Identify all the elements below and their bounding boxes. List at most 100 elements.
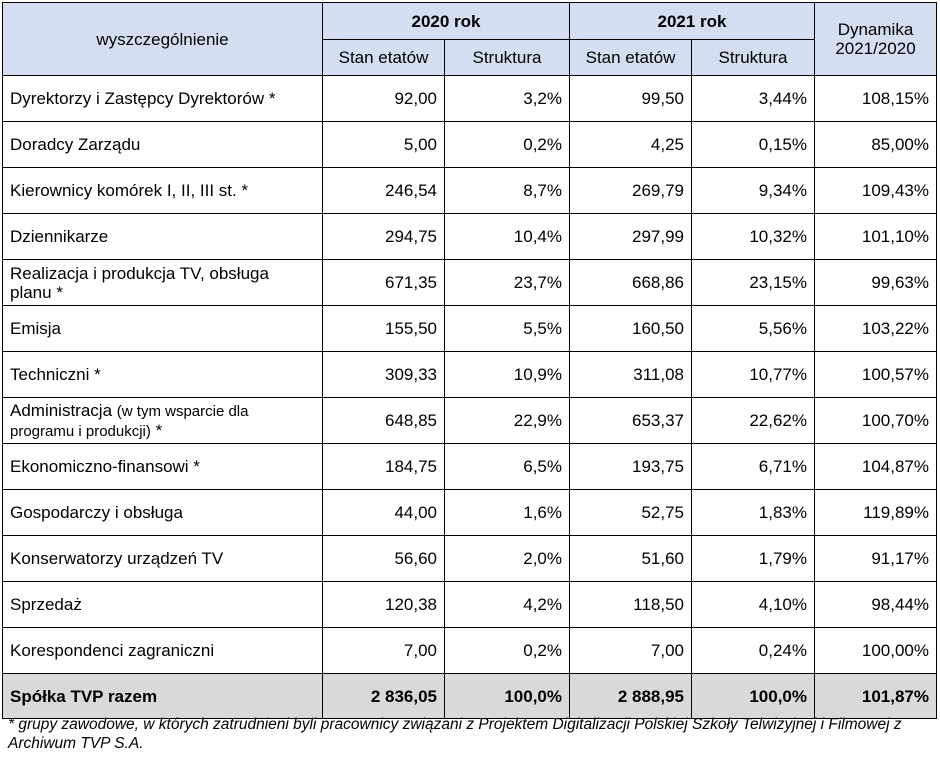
row-label-text: Ekonomiczno-finansowi *	[10, 457, 200, 476]
cell-dynamics: 100,00%	[814, 627, 937, 674]
header-dynamics: Dynamika 2021/2020	[814, 2, 937, 76]
cell-struktura-2020: 1,6%	[444, 489, 570, 536]
cell-stan-2021: 99,50	[569, 75, 692, 122]
table-row: Ekonomiczno-finansowi * 184,75 6,5% 193,75 6…	[2, 443, 937, 490]
cell-struktura-2020: 10,4%	[444, 213, 570, 260]
cell-struktura-2021: 10,32%	[691, 213, 815, 260]
cell-stan-2020: 120,38	[322, 581, 445, 628]
table-row: Sprzedaż 120,38 4,2% 118,50 4,10% 98,44%	[2, 581, 937, 628]
header-label-column: wyszczególnienie	[2, 2, 323, 76]
table-row: Korespondenci zagraniczni 7,00 0,2% 7,00 0,2…	[2, 627, 937, 674]
cell-stan-2020: 44,00	[322, 489, 445, 536]
cell-struktura-2021: 22,62%	[691, 397, 815, 444]
header-dynamics-line1: Dynamika	[837, 20, 914, 39]
table-row: Kierownicy komórek I, II, III st. * 246,5…	[2, 167, 937, 214]
cell-dynamics: 85,00%	[814, 121, 937, 168]
cell-struktura-2021: 6,71%	[691, 443, 815, 490]
cell-stan-2020: 56,60	[322, 535, 445, 582]
cell-struktura-2020: 8,7%	[444, 167, 570, 214]
staffing-table: wyszczególnienie 2020 rok 2021 rok Dynam…	[2, 2, 937, 719]
cell-struktura-2021: 4,10%	[691, 581, 815, 628]
total-struktura-2020: 100,0%	[444, 673, 570, 719]
cell-stan-2021: 668,86	[569, 259, 692, 306]
cell-stan-2021: 160,50	[569, 305, 692, 352]
table-row: Gospodarczy i obsługa 44,00 1,6% 52,75 1,83%…	[2, 489, 937, 536]
row-label: Administracja (w tym wsparcie dla progra…	[2, 397, 323, 444]
cell-stan-2021: 51,60	[569, 535, 692, 582]
table-body: Dyrektorzy i Zastępcy Dyrektorów * 92,00 3…	[2, 75, 937, 674]
header-struktura-2021: Struktura	[691, 39, 815, 76]
cell-stan-2020: 184,75	[322, 443, 445, 490]
row-label-asterisk: *	[150, 420, 163, 440]
cell-struktura-2020: 4,2%	[444, 581, 570, 628]
total-stan-2021: 2 888,95	[569, 673, 692, 719]
total-label: Spółka TVP razem	[2, 673, 323, 719]
header-dynamics-line2: 2021/2020	[835, 39, 916, 58]
cell-dynamics: 119,89%	[814, 489, 937, 536]
cell-dynamics: 109,43%	[814, 167, 937, 214]
row-label: Korespondenci zagraniczni	[2, 627, 323, 674]
row-label-text: Techniczni *	[10, 365, 101, 384]
total-row: Spółka TVP razem 2 836,05 100,0% 2 888,9…	[2, 673, 937, 719]
header-stan-2021: Stan etatów	[569, 39, 692, 76]
cell-stan-2021: 52,75	[569, 489, 692, 536]
row-label-text: Korespondenci zagraniczni	[10, 641, 215, 660]
cell-struktura-2021: 3,44%	[691, 75, 815, 122]
row-label: Realizacja i produkcja TV, obsługa planu…	[2, 259, 323, 306]
cell-stan-2021: 297,99	[569, 213, 692, 260]
cell-struktura-2021: 10,77%	[691, 351, 815, 398]
row-label-text: Realizacja i produkcja TV, obsługa planu…	[10, 263, 269, 302]
header-stan-2020: Stan etatów	[322, 39, 445, 76]
row-label-text: Doradcy Zarządu	[10, 135, 141, 154]
cell-stan-2021: 311,08	[569, 351, 692, 398]
cell-struktura-2020: 5,5%	[444, 305, 570, 352]
table-row: Techniczni * 309,33 10,9% 311,08 10,77% 100,5…	[2, 351, 937, 398]
cell-stan-2020: 648,85	[322, 397, 445, 444]
cell-stan-2021: 269,79	[569, 167, 692, 214]
table-row: Emisja 155,50 5,5% 160,50 5,56% 103,22%	[2, 305, 937, 352]
cell-struktura-2021: 0,24%	[691, 627, 815, 674]
row-label: Dyrektorzy i Zastępcy Dyrektorów *	[2, 75, 323, 122]
cell-stan-2020: 155,50	[322, 305, 445, 352]
cell-stan-2020: 7,00	[322, 627, 445, 674]
total-stan-2020: 2 836,05	[322, 673, 445, 719]
table-row: Dyrektorzy i Zastępcy Dyrektorów * 92,00 3…	[2, 75, 937, 122]
cell-dynamics: 91,17%	[814, 535, 937, 582]
cell-struktura-2020: 23,7%	[444, 259, 570, 306]
cell-dynamics: 98,44%	[814, 581, 937, 628]
row-label-text: Gospodarczy i obsługa	[10, 503, 183, 522]
footnote: * grupy zawodowe, w których zatrudnieni …	[8, 716, 902, 752]
cell-struktura-2021: 1,79%	[691, 535, 815, 582]
cell-stan-2021: 7,00	[569, 627, 692, 674]
row-label-note: (w tym wsparcie dla programu i produkcji…	[10, 402, 249, 440]
total-struktura-2021: 100,0%	[691, 673, 815, 719]
cell-dynamics: 104,87%	[814, 443, 937, 490]
table-row: Konserwatorzy urządzeń TV 56,60 2,0% 51,60 1…	[2, 535, 937, 582]
cell-struktura-2020: 22,9%	[444, 397, 570, 444]
cell-stan-2020: 92,00	[322, 75, 445, 122]
row-label: Techniczni *	[2, 351, 323, 398]
header-struktura-2020: Struktura	[444, 39, 570, 76]
cell-stan-2020: 309,33	[322, 351, 445, 398]
row-label: Doradcy Zarządu	[2, 121, 323, 168]
cell-struktura-2020: 0,2%	[444, 121, 570, 168]
table-row: Dziennikarze 294,75 10,4% 297,99 10,32% 101,1…	[2, 213, 937, 260]
cell-struktura-2021: 9,34%	[691, 167, 815, 214]
header-year-2020: 2020 rok	[322, 2, 570, 40]
cell-struktura-2021: 23,15%	[691, 259, 815, 306]
cell-struktura-2021: 5,56%	[691, 305, 815, 352]
header-year-2021: 2021 rok	[569, 2, 815, 40]
row-label-text: Dziennikarze	[10, 227, 109, 246]
cell-stan-2021: 118,50	[569, 581, 692, 628]
row-label: Dziennikarze	[2, 213, 323, 260]
cell-stan-2020: 294,75	[322, 213, 445, 260]
row-label-text: Sprzedaż	[10, 595, 82, 614]
cell-stan-2020: 5,00	[322, 121, 445, 168]
cell-dynamics: 100,70%	[814, 397, 937, 444]
cell-struktura-2021: 1,83%	[691, 489, 815, 536]
row-label: Emisja	[2, 305, 323, 352]
cell-struktura-2020: 2,0%	[444, 535, 570, 582]
cell-stan-2021: 4,25	[569, 121, 692, 168]
cell-stan-2020: 246,54	[322, 167, 445, 214]
row-label: Ekonomiczno-finansowi *	[2, 443, 323, 490]
